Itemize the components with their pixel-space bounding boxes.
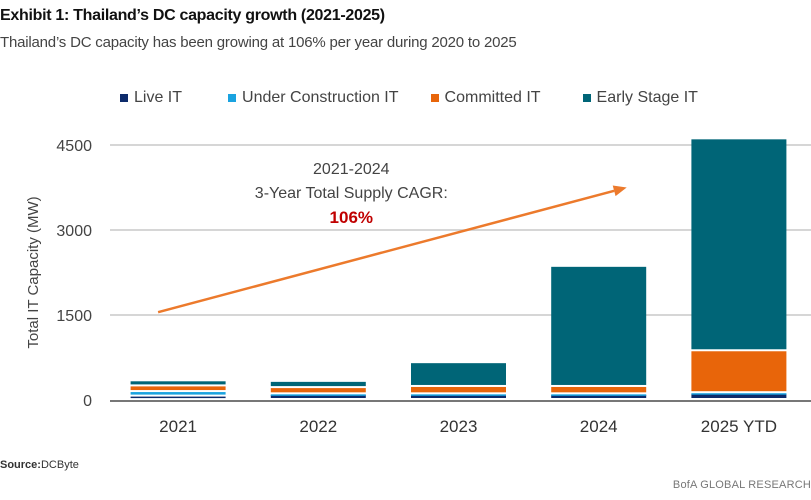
bar-segment-under-construction-it [130,392,226,395]
source-note: Source:DCByte [0,459,79,471]
bar-segment-live-it [130,396,226,399]
x-tick-label: 2021 [159,417,197,436]
source-value: DCByte [40,459,79,471]
bar-segment-under-construction-it [691,393,787,395]
bar-segment-committed-it [270,388,366,393]
bar-segment-under-construction-it [270,394,366,396]
legend-label: Live IT [134,89,183,106]
chart-title: Exhibit 1: Thailand’s DC capacity growth… [0,7,385,24]
y-axis-label: Total IT Capacity (MW) [25,196,42,348]
bar-segment-live-it [411,394,506,398]
bar-segment-committed-it [411,386,506,393]
bar-segment-under-construction-it [551,394,647,396]
legend-swatch-live-it [120,94,128,102]
legend-item-early-stage-it: Early Stage IT [582,89,698,107]
source-label: Source: [0,459,41,471]
bar-segment-early-stage-it [130,381,226,385]
y-axis-ticks: 0 1500 3000 4500 [56,138,92,410]
x-tick-label: 2022 [299,417,337,436]
bar-segment-early-stage-it [411,363,506,385]
x-tick-label: 2025 YTD [701,417,777,436]
bar-segment-committed-it [130,386,226,391]
annotation-label: 3-Year Total Supply CAGR: [255,185,448,202]
annotation-cagr-value: 106% [330,208,373,227]
y-tick-label: 0 [83,393,92,410]
trend-arrow-head [612,185,627,197]
bar-segment-early-stage-it [270,381,366,387]
trend-arrow [157,189,615,314]
legend-swatch-committed-it [430,94,439,102]
legend: Live IT Under Construction IT Committed … [120,89,728,107]
legend-label: Committed IT [444,89,541,106]
x-tick-label: 2023 [440,417,478,436]
x-tick-label: 2024 [580,417,618,436]
stacked-bar-chart: 0 1500 3000 4500 2021 2022 2023 2024 2025 YTD T… [25,138,811,436]
x-axis-ticks: 2021 2022 2023 2024 2025 YTD [159,417,777,436]
bar-segment-early-stage-it [551,266,647,385]
legend-item-under-construction-it: Under Construction IT [228,89,399,107]
bar-segment-live-it [691,393,787,398]
bar-segment-committed-it [691,351,787,392]
y-tick-label: 4500 [56,138,92,155]
legend-label: Early Stage IT [596,89,698,106]
legend-item-live-it: Live IT [120,89,182,107]
brand-label: BofA GLOBAL RESEARCH [672,479,811,491]
cagr-annotation: 2021-2024 3-Year Total Supply CAGR: 106% [157,161,627,314]
bar-segment-under-construction-it [411,394,506,396]
bar-segment-committed-it [551,386,647,393]
y-tick-label: 3000 [56,223,92,240]
legend-swatch-under-construction-it [228,94,237,102]
chart-subtitle: Thailand’s DC capacity has been growing … [0,34,517,51]
bar-segment-live-it [270,394,366,398]
legend-swatch-early-stage-it [582,94,591,102]
bar-segment-live-it [551,394,647,398]
y-tick-label: 1500 [56,308,92,325]
bar-segment-early-stage-it [691,139,787,350]
legend-item-committed-it: Committed IT [430,89,541,107]
bars [130,139,787,399]
annotation-period: 2021-2024 [313,161,390,178]
legend-label: Under Construction IT [242,89,399,106]
